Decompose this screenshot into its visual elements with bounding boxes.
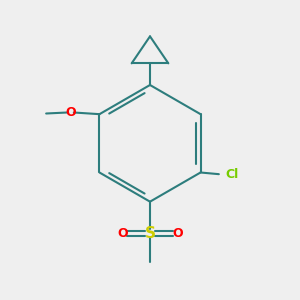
Text: O: O xyxy=(117,227,128,240)
Text: O: O xyxy=(172,227,183,240)
Text: Cl: Cl xyxy=(226,168,239,181)
Text: S: S xyxy=(145,226,155,241)
Text: O: O xyxy=(66,106,76,119)
